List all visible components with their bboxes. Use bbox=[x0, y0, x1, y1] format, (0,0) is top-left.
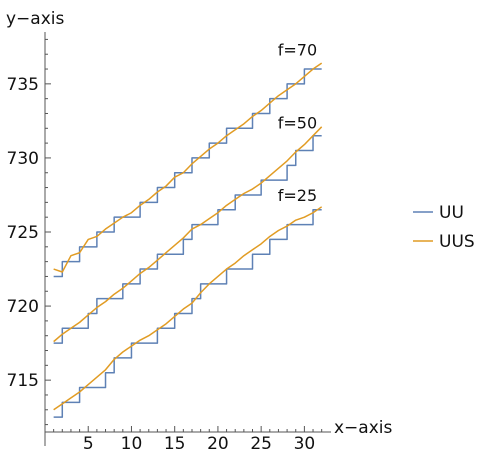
annotation-label: f=25 bbox=[278, 186, 317, 205]
series-line-uus-f50 bbox=[53, 126, 323, 343]
legend: UU UUS bbox=[413, 203, 475, 252]
annotation-label: f=50 bbox=[278, 113, 317, 132]
annotation-label: f=70 bbox=[278, 41, 317, 60]
y-tick-label: 715 bbox=[7, 371, 39, 391]
x-tick-label: 20 bbox=[207, 434, 229, 450]
series-line-uus-f25 bbox=[53, 206, 323, 411]
legend-label-uus: UUS bbox=[439, 232, 475, 252]
y-tick-label: 730 bbox=[7, 149, 39, 169]
x-tick-label: 5 bbox=[83, 434, 94, 450]
annotations: f=70 f=50 f=25 bbox=[278, 41, 317, 205]
series-line-uus-f70 bbox=[53, 62, 323, 273]
series-layer bbox=[53, 62, 323, 418]
y-tick-label: 735 bbox=[7, 75, 39, 95]
x-tick-label: 25 bbox=[250, 434, 272, 450]
legend-label-uu: UU bbox=[439, 203, 464, 223]
y-axis-title: y−axis bbox=[6, 9, 65, 29]
y-tick-label: 725 bbox=[7, 223, 39, 243]
series-line-uu-f50 bbox=[53, 134, 322, 344]
axes: 5 10 15 20 25 30 715 720 725 730 735 bbox=[7, 32, 331, 450]
series-line-uu-f70 bbox=[53, 68, 322, 278]
x-tick-label: 10 bbox=[121, 434, 143, 450]
series-line-uu-f25 bbox=[53, 209, 322, 418]
x-axis-title: x−axis bbox=[334, 418, 393, 438]
x-tick-label: 15 bbox=[164, 434, 186, 450]
y-tick-label: 720 bbox=[7, 297, 39, 317]
x-tick-label: 30 bbox=[294, 434, 316, 450]
